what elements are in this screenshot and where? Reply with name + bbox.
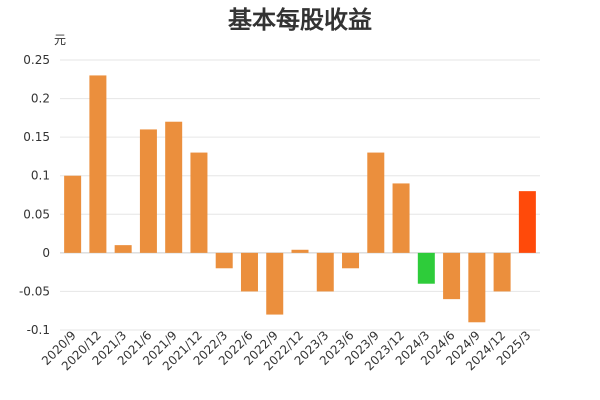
bar-2022-12 xyxy=(291,249,309,253)
y-axis-unit-label: 元 xyxy=(54,33,66,47)
y-tick-label: 0.15 xyxy=(23,130,50,144)
y-axis-ticks: 0.25 0.2 0.15 0.1 0.05 0 -0.05 -0.1 xyxy=(19,53,50,337)
y-tick-label: 0.1 xyxy=(31,169,50,183)
bar-2021-6 xyxy=(139,129,157,253)
bar-2024-9 xyxy=(468,252,486,323)
x-axis-ticks: 2020/92020/122021/32021/62021/92021/1220… xyxy=(39,328,533,373)
bar-2023-3 xyxy=(316,252,334,292)
y-tick-label: 0.05 xyxy=(23,207,50,221)
y-tick-label: 0.2 xyxy=(31,92,50,106)
y-tick-label: -0.05 xyxy=(19,284,50,298)
bar-2021-3 xyxy=(114,245,132,253)
y-tick-label: 0.25 xyxy=(23,53,50,67)
bar-2023-6 xyxy=(342,252,360,269)
bar-2022-6 xyxy=(240,252,258,292)
y-tick-label: -0.1 xyxy=(27,323,50,337)
chart-title: 基本每股收益 xyxy=(228,6,372,34)
grid-lines xyxy=(60,59,540,331)
bar-2022-3 xyxy=(215,252,233,269)
bar-2021-9 xyxy=(165,121,183,253)
bar-2020-12 xyxy=(89,75,107,253)
bar-2025-3 xyxy=(518,191,536,253)
bar-2020-9 xyxy=(64,175,82,253)
bar-2023-12 xyxy=(392,183,410,253)
bars xyxy=(64,75,536,323)
bar-2023-9 xyxy=(367,152,385,253)
bar-2021-12 xyxy=(190,152,208,253)
bar-2022-9 xyxy=(266,252,284,315)
bar-2024-3 xyxy=(417,252,435,284)
y-tick-label: 0 xyxy=(42,246,50,260)
bar-2024-6 xyxy=(443,252,461,300)
bar-2024-12 xyxy=(493,252,511,292)
